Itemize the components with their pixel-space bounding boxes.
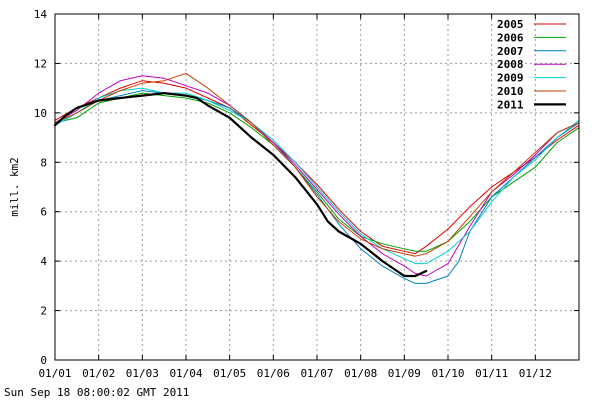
y-tick-label: 6 (40, 206, 47, 219)
y-tick-label: 14 (34, 8, 48, 21)
series-lines (53, 72, 580, 284)
x-tick-label: 01/04 (169, 367, 202, 380)
series-line-2006 (54, 92, 580, 252)
y-tick-label: 12 (34, 57, 47, 70)
x-tick-label: 01/08 (344, 367, 377, 380)
legend-label-2011: 2011 (497, 98, 524, 111)
y-tick-label: 8 (40, 156, 47, 169)
series-line-2009 (54, 87, 580, 265)
axis-ticks: 0 2 4 6 8 10 12 14 01/01 01/02 01/03 01/04 01/05 01/0… (34, 8, 579, 380)
x-tick-label: 01/02 (82, 367, 115, 380)
series-line-2011 (53, 91, 428, 278)
series-line-2008 (54, 75, 580, 277)
legend-label-2008: 2008 (497, 58, 524, 71)
legend-label-2006: 2006 (497, 31, 524, 44)
y-axis-label: mill. km2 (8, 157, 21, 217)
x-tick-label: 01/11 (475, 367, 508, 380)
legend-label-2005: 2005 (497, 18, 524, 31)
legend-label-2007: 2007 (497, 45, 524, 58)
y-tick-label: 2 (40, 305, 47, 318)
x-tick-label: 01/09 (388, 367, 421, 380)
x-tick-label: 01/07 (300, 367, 333, 380)
x-tick-label: 01/06 (257, 367, 290, 380)
legend-label-2009: 2009 (497, 72, 524, 85)
legend-label-2010: 2010 (497, 85, 524, 98)
x-tick-label: 01/12 (519, 367, 552, 380)
grid-lines (55, 14, 579, 360)
x-tick-label: 01/10 (431, 367, 464, 380)
series-line-2010 (54, 72, 580, 257)
x-tick-label: 01/01 (38, 367, 71, 380)
y-tick-label: 4 (40, 255, 47, 268)
y-tick-label: 0 (40, 354, 47, 367)
generated-timestamp: Sun Sep 18 08:00:02 GMT 2011 (4, 386, 190, 399)
x-tick-label: 01/05 (213, 367, 246, 380)
series-line-2005 (54, 80, 580, 255)
y-tick-label: 10 (34, 107, 47, 120)
x-tick-label: 01/03 (126, 367, 159, 380)
series-line-2007 (54, 90, 580, 284)
